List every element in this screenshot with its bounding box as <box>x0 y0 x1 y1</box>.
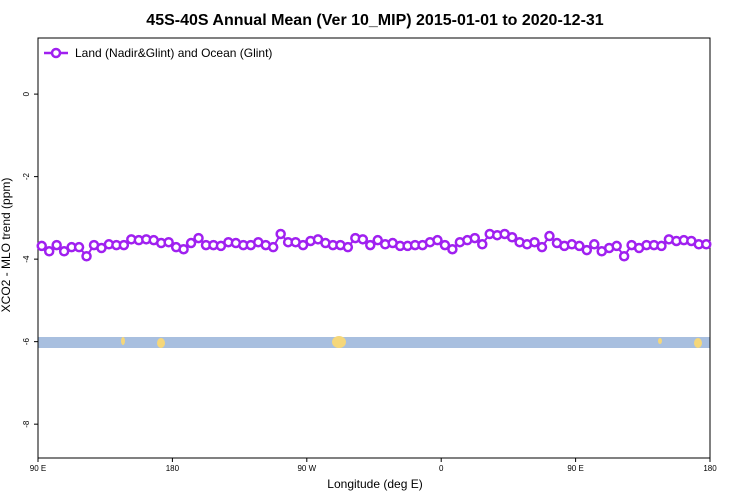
data-point <box>439 239 451 251</box>
legend-marker <box>50 47 62 59</box>
data-point <box>611 240 622 252</box>
y-tick-label: -2 <box>22 173 31 181</box>
data-point <box>163 236 174 248</box>
legend-label: Land (Nadir&Glint) and Ocean (Glint) <box>75 46 272 60</box>
data-point <box>447 243 458 255</box>
data-point <box>469 232 481 244</box>
y-tick-label: -8 <box>22 420 31 428</box>
land-patch <box>332 336 346 348</box>
data-point <box>506 232 518 243</box>
land-patch <box>121 337 125 345</box>
data-point <box>36 240 47 252</box>
data-point <box>43 246 55 257</box>
data-point <box>372 234 383 246</box>
y-tick-label: -6 <box>22 338 31 346</box>
x-tick-label: 0 <box>439 464 444 473</box>
ocean-band <box>38 337 710 348</box>
x-tick-label: 180 <box>166 464 180 473</box>
data-point <box>185 237 197 249</box>
chart-title: 45S-40S Annual Mean (Ver 10_MIP) 2015-01… <box>146 12 604 29</box>
data-point <box>357 234 369 245</box>
data-point <box>581 244 593 256</box>
data-point <box>73 241 85 253</box>
data-point <box>81 251 92 262</box>
data-point <box>193 232 204 244</box>
data-point <box>589 239 600 250</box>
y-tick-label: -4 <box>22 255 31 263</box>
data-point <box>656 240 667 252</box>
data-point <box>544 230 555 242</box>
data-point <box>58 246 70 257</box>
land-patch <box>157 338 165 348</box>
data-point <box>365 239 376 251</box>
y-tick-label: 0 <box>22 91 31 96</box>
data-point <box>574 240 585 252</box>
data-point <box>51 239 62 251</box>
data-point <box>267 241 279 253</box>
x-tick-label: 90 W <box>297 464 316 473</box>
x-tick-label: 90 E <box>30 464 46 473</box>
y-axis-label: XCO2 - MLO trend (ppm) <box>0 178 13 313</box>
data-point <box>118 239 130 251</box>
data-point <box>536 241 548 253</box>
x-tick-label: 90 E <box>567 464 583 473</box>
data-point <box>701 239 712 250</box>
data-point <box>178 243 189 255</box>
data-point <box>477 239 488 250</box>
data-point <box>342 241 354 253</box>
data-point <box>529 236 540 248</box>
data-point <box>275 228 286 240</box>
data-point <box>432 234 443 246</box>
land-patch <box>658 338 662 344</box>
surface-strip <box>38 336 710 348</box>
data-point <box>618 251 630 262</box>
land-patch <box>694 338 702 348</box>
x-tick-label: 180 <box>703 464 717 473</box>
x-axis-label: Longitude (deg E) <box>327 477 422 491</box>
data-point <box>297 239 309 251</box>
